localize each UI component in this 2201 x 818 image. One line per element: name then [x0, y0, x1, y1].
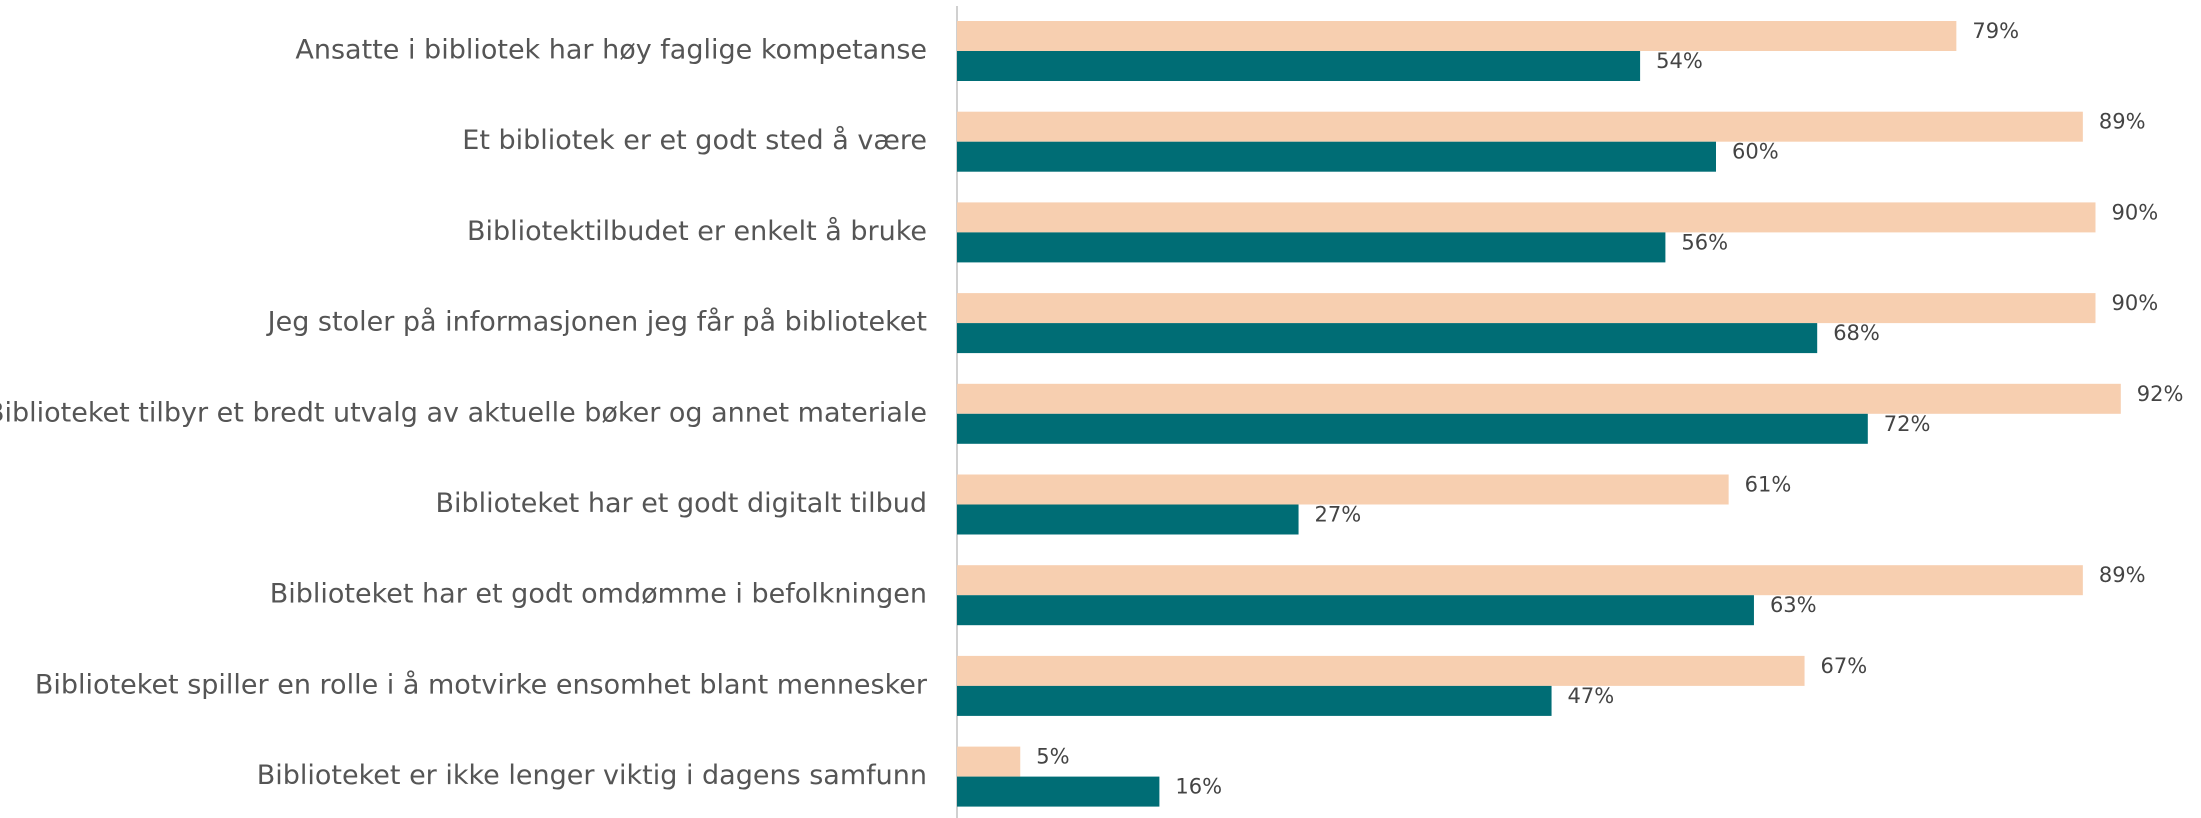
category-label: Biblioteket tilbyr et bredt utvalg av ak…: [0, 397, 927, 428]
value-label: 61%: [1745, 473, 1792, 497]
bar: [957, 413, 1868, 444]
bar: [957, 565, 2083, 596]
bar: [957, 232, 1666, 263]
bar: [957, 293, 2096, 324]
category-label: Et bibliotek er et godt sted å være: [462, 125, 927, 156]
category-label: Biblioteket spiller en rolle i å motvirk…: [35, 669, 928, 700]
bar: [957, 21, 1957, 51]
category-label: Bibliotektilbudet er enkelt å bruke: [467, 216, 927, 247]
bar: [957, 383, 2121, 414]
value-label: 90%: [2112, 291, 2159, 315]
bar: [957, 51, 1641, 81]
bar: [957, 323, 1818, 354]
value-label: 16%: [1175, 775, 1222, 799]
value-label: 67%: [1821, 654, 1868, 678]
bar: [957, 202, 2096, 233]
value-label: 79%: [1972, 19, 2019, 43]
bar: [957, 111, 2083, 142]
value-label: 27%: [1315, 503, 1362, 527]
value-label: 68%: [1833, 321, 1880, 345]
value-label: 54%: [1656, 49, 1703, 73]
category-label: Biblioteket har et godt digitalt tilbud: [436, 488, 927, 519]
value-label: 92%: [2137, 382, 2184, 406]
value-label: 56%: [1681, 230, 1728, 254]
bar: [957, 595, 1754, 626]
value-label: 47%: [1568, 684, 1615, 708]
category-label: Biblioteket har et godt omdømme i befolk…: [270, 579, 927, 610]
value-label: 90%: [2112, 200, 2159, 224]
category-label: Ansatte i bibliotek har høy faglige komp…: [295, 35, 927, 66]
bar: [957, 655, 1805, 686]
value-label: 72%: [1884, 412, 1931, 436]
value-label: 63%: [1770, 593, 1817, 617]
category-label: Biblioteket er ikke lenger viktig i dage…: [257, 760, 927, 791]
bar: [957, 746, 1021, 777]
bar: [957, 141, 1716, 172]
category-label: Jeg stoler på informasjonen jeg får på b…: [266, 307, 927, 338]
value-label: 60%: [1732, 140, 1779, 164]
bar: [957, 474, 1729, 505]
bar: [957, 504, 1299, 535]
bar: [957, 685, 1552, 716]
value-label: 5%: [1036, 745, 1069, 769]
value-label: 89%: [2099, 563, 2146, 587]
bar: [957, 776, 1160, 807]
value-label: 89%: [2099, 110, 2146, 134]
